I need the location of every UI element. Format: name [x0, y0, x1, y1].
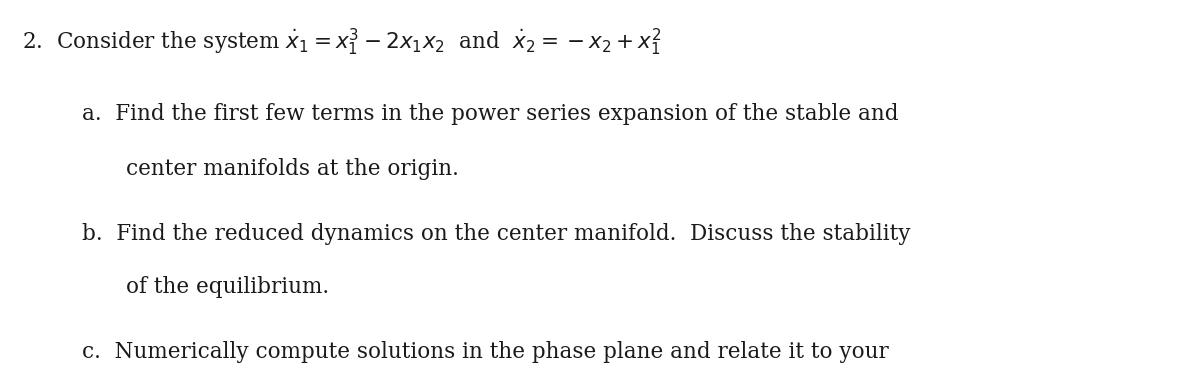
Text: a.  Find the first few terms in the power series expansion of the stable and: a. Find the first few terms in the power… [82, 103, 898, 125]
Text: c.  Numerically compute solutions in the phase plane and relate it to your: c. Numerically compute solutions in the … [82, 341, 888, 363]
Text: 2.  Consider the system $\dot{x}_1 = x_1^3 - 2x_1x_2$  and  $\dot{x}_2 = -x_2 + : 2. Consider the system $\dot{x}_1 = x_1^… [22, 27, 661, 58]
Text: b.  Find the reduced dynamics on the center manifold.  Discuss the stability: b. Find the reduced dynamics on the cent… [82, 223, 910, 245]
Text: of the equilibrium.: of the equilibrium. [126, 276, 329, 298]
Text: center manifolds at the origin.: center manifolds at the origin. [126, 158, 458, 180]
